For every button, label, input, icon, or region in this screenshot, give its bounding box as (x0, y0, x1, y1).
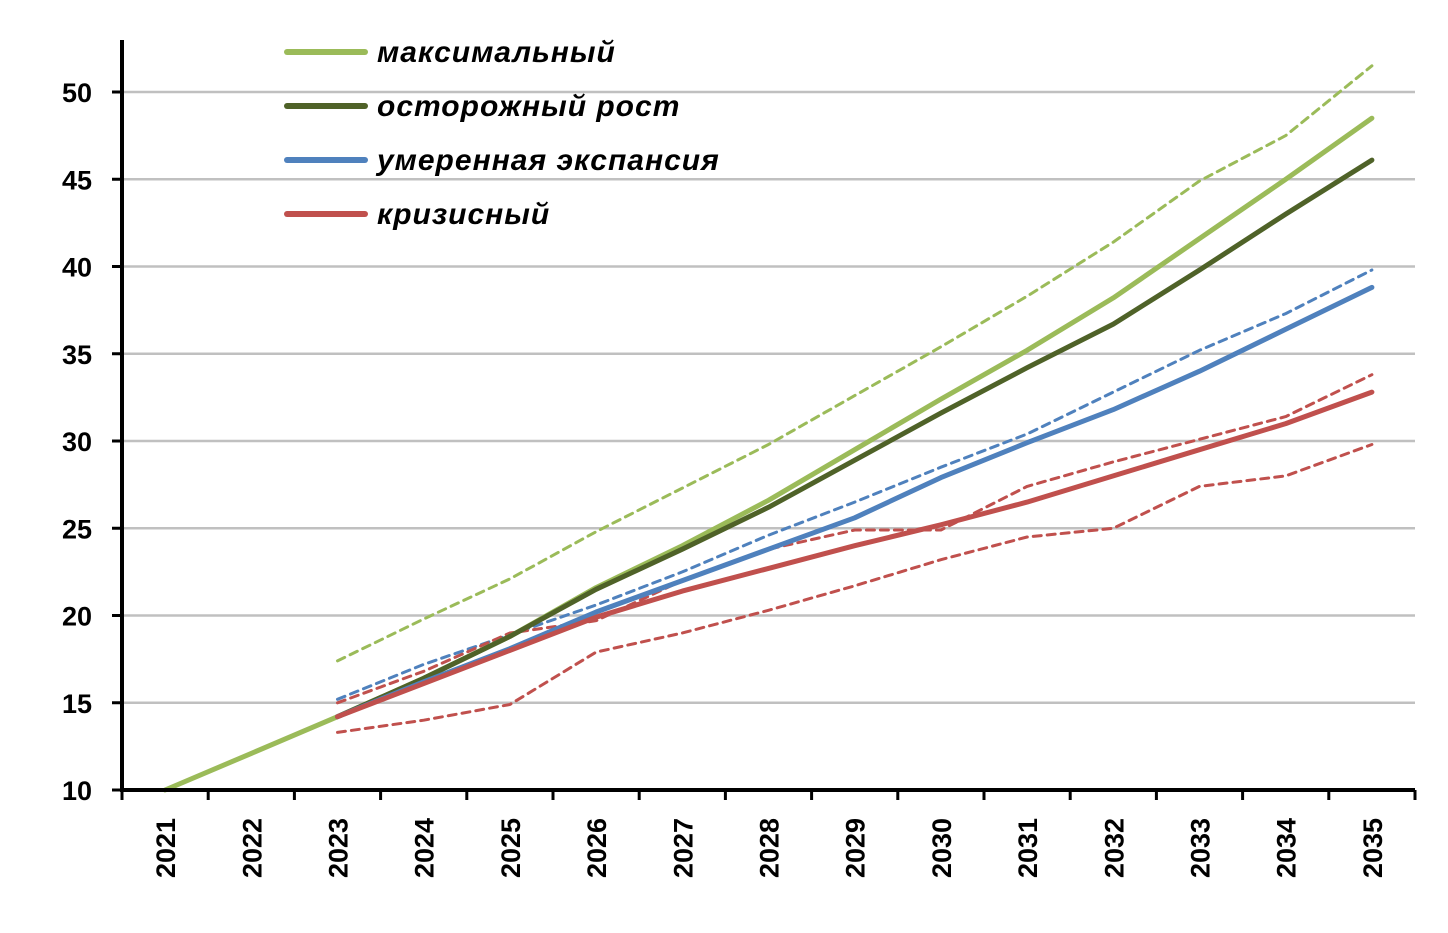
legend-label: кризисный (377, 198, 550, 231)
x-tick-label: 2033 (1186, 818, 1216, 878)
legend: максимальный осторожный рост умеренная экс… (284, 36, 720, 231)
y-tick-label: 15 (62, 689, 92, 719)
x-tick-label: 2029 (841, 818, 871, 878)
y-tick-label: 10 (62, 776, 92, 806)
y-tick-label: 30 (62, 427, 92, 457)
y-tick-label: 20 (62, 602, 92, 632)
gridlines (122, 90, 1415, 704)
x-tick-label: 2035 (1358, 818, 1388, 878)
y-tick-label: 35 (62, 340, 92, 370)
x-tick-label: 2032 (1099, 818, 1129, 878)
x-tick-label: 2031 (1013, 818, 1043, 878)
legend-label: умеренная экспансия (375, 144, 720, 177)
series-line-1 (335, 157, 1375, 720)
dashed-range-line-7 (336, 443, 1374, 734)
x-tick-label: 2028 (755, 818, 785, 878)
x-tick-label: 2027 (668, 818, 698, 878)
y-tick-label: 40 (62, 253, 92, 283)
x-tick-label: 2025 (496, 818, 526, 878)
x-tick-label: 2023 (324, 818, 354, 878)
x-tick-label: 2030 (927, 818, 957, 878)
y-tick-label: 25 (62, 514, 92, 544)
dashed-range-line-4 (336, 64, 1374, 663)
x-tick-label: 2024 (410, 818, 440, 878)
x-tick-label: 2021 (151, 818, 181, 878)
x-tick-label: 2022 (237, 818, 267, 878)
legend-label: осторожный рост (377, 90, 680, 123)
series-lines (162, 64, 1375, 793)
y-tick-label: 45 (62, 165, 92, 195)
y-tick-label: 50 (62, 78, 92, 108)
x-tick-label: 2026 (582, 818, 612, 878)
legend-label: максимальный (377, 36, 616, 69)
x-tick-label: 2034 (1272, 818, 1302, 878)
series-line-3 (335, 389, 1375, 720)
dashed-range-line-6 (336, 373, 1374, 705)
dashed-range-line-5 (336, 268, 1374, 701)
